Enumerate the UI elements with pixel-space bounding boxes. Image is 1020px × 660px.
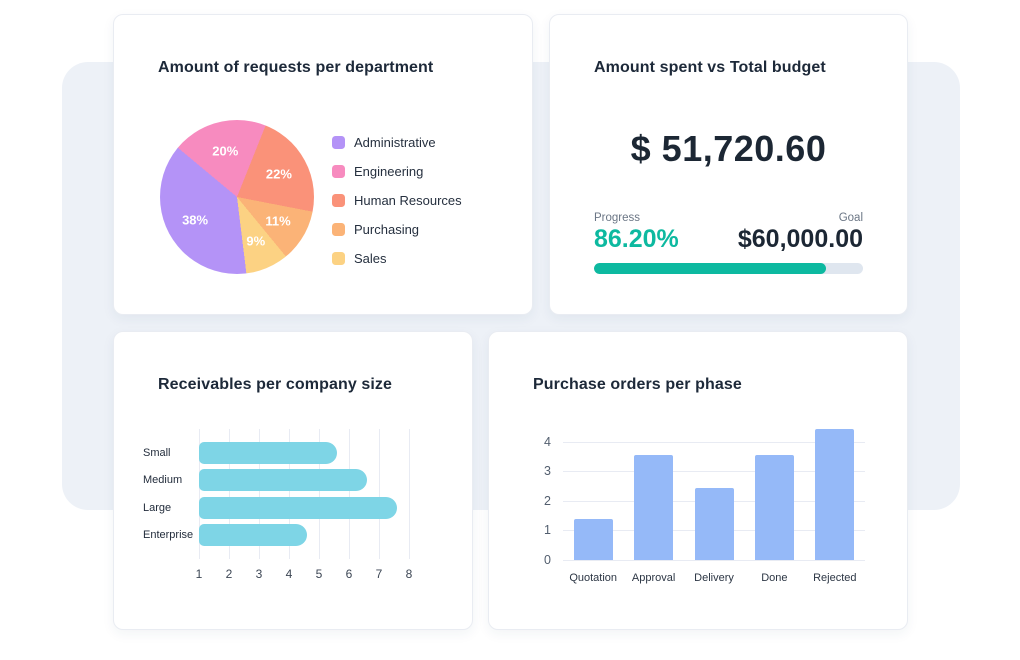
bar-enterprise: [199, 523, 307, 546]
legend-swatch: [332, 136, 345, 149]
gridline: [409, 429, 410, 559]
category-label: Done: [761, 572, 788, 584]
goal-label: Goal: [838, 212, 863, 224]
category-label: Enterprise: [143, 528, 194, 541]
bar-small: [199, 442, 337, 465]
x-axis-tick-label: 3: [255, 567, 263, 581]
gridline: [563, 441, 865, 443]
gridline: [199, 429, 200, 559]
legend-item: Administrative: [332, 135, 462, 150]
legend-item: Human Resources: [332, 193, 462, 208]
x-axis-tick-label: 4: [285, 567, 293, 581]
x-axis-tick-label: 1: [195, 567, 203, 581]
bar-done: [754, 455, 794, 560]
progress-bar-track: [594, 263, 863, 274]
legend-swatch: [332, 165, 345, 178]
card-purchase-orders: Purchase orders per phase 0 1 2 3 4 Quotation…: [488, 331, 908, 630]
legend-item: Engineering: [332, 164, 462, 179]
legend-item: Sales: [332, 251, 462, 266]
progress-goal-labels: Progress Goal: [594, 212, 863, 224]
y-axis-tick-label: 0: [544, 553, 551, 567]
bar-approval: [634, 455, 674, 560]
y-axis-tick-label: 2: [544, 493, 551, 508]
progress-percentage: 86.20%: [594, 225, 679, 253]
bar-medium: [199, 469, 367, 492]
gridline: [319, 429, 320, 559]
legend-label: Engineering: [354, 164, 424, 179]
card-title-requests: Amount of requests per department: [158, 59, 434, 76]
y-axis-tick-label: 3: [544, 464, 551, 479]
bar-rejected: [815, 428, 855, 560]
gridline: [349, 429, 350, 559]
legend-label: Human Resources: [354, 193, 462, 208]
y-axis-tick-label: 1: [544, 523, 551, 538]
pie-percentage-label: 20%: [212, 143, 239, 159]
category-label: Large: [143, 501, 172, 514]
y-axis-tick-label: 4: [544, 434, 551, 449]
category-label: Approval: [631, 572, 676, 584]
pie-percentage-label: 22%: [265, 166, 292, 182]
card-title-receivables: Receivables per company size: [158, 376, 393, 393]
bar-delivery: [694, 487, 734, 560]
progress-bar-fill: [594, 263, 826, 274]
card-requests-per-department: Amount of requests per department 38% 20%…: [113, 14, 533, 315]
x-axis-tick-label: 8: [405, 567, 413, 581]
category-label: Small: [143, 447, 171, 460]
gridline: [563, 471, 865, 473]
pie-percentage-label: 9%: [246, 233, 266, 249]
category-label: Delivery: [694, 572, 734, 584]
amount-spent-value: $ 51,720.60: [630, 128, 827, 169]
receivables-bar-chart: 1 2 3 4 5 6 7 8 Small Medium Large Enterprise: [114, 332, 472, 629]
pie-legend: Administrative Engineering Human Resources…: [332, 135, 462, 266]
purchase-orders-bar-chart: 0 1 2 3 4 Quotation Approval Delivery Done Reject…: [489, 332, 907, 629]
card-budget: Amount spent vs Total budget $ 51,720.60…: [549, 14, 908, 315]
goal-amount: $60,000.00: [737, 225, 863, 253]
category-label: Medium: [143, 474, 183, 487]
bar-quotation: [573, 518, 613, 560]
legend-item: Purchasing: [332, 222, 462, 237]
gridline: [259, 429, 260, 559]
pie-chart: 38% 20% 22% 11% 9%: [160, 120, 314, 274]
gridline: [563, 560, 865, 561]
legend-label: Sales: [354, 251, 387, 266]
progress-goal-values: 86.20% $60,000.00: [594, 225, 863, 254]
x-axis-tick-label: 5: [315, 567, 323, 581]
legend-swatch: [332, 194, 345, 207]
legend-swatch: [332, 223, 345, 236]
x-axis-tick-label: 7: [375, 567, 383, 581]
gridline: [289, 429, 290, 559]
category-label: Quotation: [569, 572, 618, 584]
x-axis-tick-label: 6: [345, 567, 353, 581]
pie-percentage-label: 38%: [182, 212, 209, 228]
legend-label: Administrative: [354, 135, 436, 150]
x-axis-tick-label: 2: [225, 567, 233, 581]
category-label: Rejected: [813, 572, 857, 584]
card-receivables: Receivables per company size 1 2 3 4 5 6 7 8 Sma…: [113, 331, 473, 630]
card-title-budget: Amount spent vs Total budget: [594, 59, 826, 76]
card-title-purchase-orders: Purchase orders per phase: [533, 376, 742, 393]
gridline: [379, 429, 380, 559]
gridline: [229, 429, 230, 559]
progress-label: Progress: [594, 212, 641, 224]
legend-label: Purchasing: [354, 222, 420, 237]
bar-large: [199, 496, 397, 519]
pie-percentage-label: 11%: [265, 213, 291, 229]
legend-swatch: [332, 252, 345, 265]
